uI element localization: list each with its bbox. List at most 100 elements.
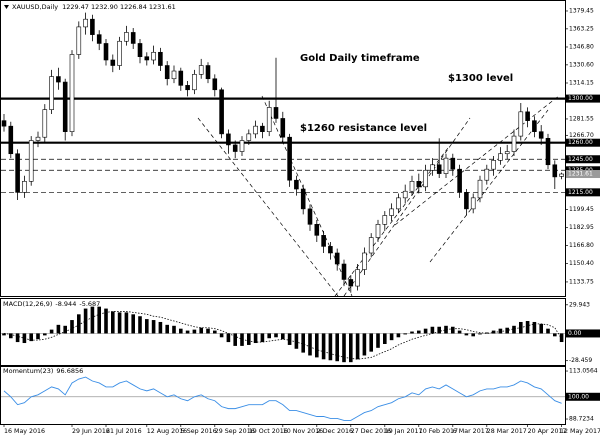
macd-bar xyxy=(539,323,543,334)
annotation: Gold Daily timeframe xyxy=(300,53,420,64)
macd-bar xyxy=(294,333,299,349)
candle-body xyxy=(178,70,184,86)
macd-bar xyxy=(179,328,183,334)
candle-body xyxy=(164,65,170,80)
candle-body xyxy=(239,140,245,152)
x-tick-label: 5 Sep 2016 xyxy=(181,428,217,435)
macd-bar xyxy=(2,333,6,336)
candle-body xyxy=(110,59,116,66)
candle-body xyxy=(362,252,367,270)
candle-body xyxy=(504,151,510,155)
candle-body xyxy=(15,153,20,193)
candle-body xyxy=(498,153,503,161)
candle-body xyxy=(294,179,299,190)
level-label-box xyxy=(566,170,600,179)
y-tick-label: 1266.70 xyxy=(569,132,594,139)
candle-body xyxy=(552,164,558,178)
macd-bar xyxy=(233,333,237,346)
trend-line xyxy=(197,117,339,297)
candle-body xyxy=(171,70,177,80)
x-tick-label: 28 Mar 2017 xyxy=(487,428,527,435)
macd-bar xyxy=(512,325,516,334)
x-tick-label: 27 Dec 2016 xyxy=(351,428,391,435)
candle-body xyxy=(334,252,340,265)
macd-bar xyxy=(491,330,496,334)
candle-body xyxy=(253,125,258,135)
macd-bar xyxy=(83,308,88,334)
candle-body xyxy=(416,181,422,188)
macd-panel xyxy=(0,298,566,366)
macd-bar xyxy=(97,306,101,334)
macd-bar xyxy=(444,325,448,334)
macd-bar xyxy=(485,332,489,334)
candle-body xyxy=(212,78,218,91)
candle-body xyxy=(130,32,136,44)
y-tick-label: 100.00 xyxy=(568,393,589,400)
candle-body xyxy=(76,26,82,55)
macd-bar xyxy=(315,333,319,358)
candle-body xyxy=(382,215,388,225)
y-tick-label: 1363.25 xyxy=(569,25,594,32)
macd-bar xyxy=(192,329,197,334)
momentum-header: Momentum(23) 96.6856 xyxy=(3,367,83,375)
candle-body xyxy=(144,56,150,61)
signal-line xyxy=(3,311,562,360)
candle-body xyxy=(355,269,360,287)
macd-bar xyxy=(151,320,156,334)
candle-body xyxy=(368,237,374,254)
price-panel xyxy=(0,0,566,297)
candle-body xyxy=(348,279,354,287)
macd-bar xyxy=(260,333,265,343)
candle-body xyxy=(477,179,483,199)
candle-body xyxy=(124,32,129,42)
candle-body xyxy=(158,51,163,66)
candle-body xyxy=(341,263,347,280)
candle-body xyxy=(117,40,122,66)
candle-body xyxy=(321,235,326,247)
y-tick-label: 0.00 xyxy=(568,330,582,337)
candle-body xyxy=(532,120,537,132)
macd-bar xyxy=(43,333,47,336)
y-tick-label: 1330.60 xyxy=(569,61,594,68)
macd-bar xyxy=(274,333,278,338)
candle-body xyxy=(307,208,313,225)
macd-bar xyxy=(376,333,380,348)
macd-bar xyxy=(342,333,346,363)
candle-body xyxy=(260,125,265,132)
macd-bar xyxy=(505,327,509,334)
macd-bar xyxy=(301,333,305,353)
candle-body xyxy=(273,107,279,119)
macd-bar xyxy=(410,331,414,334)
macd-bar xyxy=(335,333,339,362)
chart-header: XAUUSD,Daily 1229.47 1232.90 1226.84 1231… xyxy=(12,3,176,11)
candle-body xyxy=(538,131,544,139)
macd-bar xyxy=(111,311,115,334)
macd-bar xyxy=(29,333,33,342)
macd-bar xyxy=(423,328,428,334)
candle-body xyxy=(423,169,428,188)
macd-bar xyxy=(369,333,373,352)
indicator-value: 96.6856 xyxy=(56,367,83,375)
macd-bar xyxy=(437,326,441,334)
x-tick-label: 6 Mar 2017 xyxy=(453,428,489,435)
macd-bar xyxy=(287,333,292,345)
macd-bar xyxy=(219,333,224,338)
macd-bar xyxy=(349,333,353,363)
candle-body xyxy=(185,85,190,91)
macd-header: MACD(12,26,9) -8.944 -5.687 xyxy=(3,300,100,308)
y-tick-label: 1314.15 xyxy=(569,79,594,86)
macd-bar xyxy=(471,333,475,337)
y-tick-label: 1150.40 xyxy=(569,260,594,267)
y-tick-label: 1379.45 xyxy=(569,7,594,14)
macd-bar xyxy=(559,333,564,343)
macd-bar xyxy=(15,333,20,343)
trend-line xyxy=(394,94,561,226)
annotation: $1300 level xyxy=(448,73,513,84)
candle-body xyxy=(151,51,156,61)
macd-bar xyxy=(206,328,210,334)
level-label-box xyxy=(566,188,600,197)
candle-body xyxy=(90,18,95,35)
